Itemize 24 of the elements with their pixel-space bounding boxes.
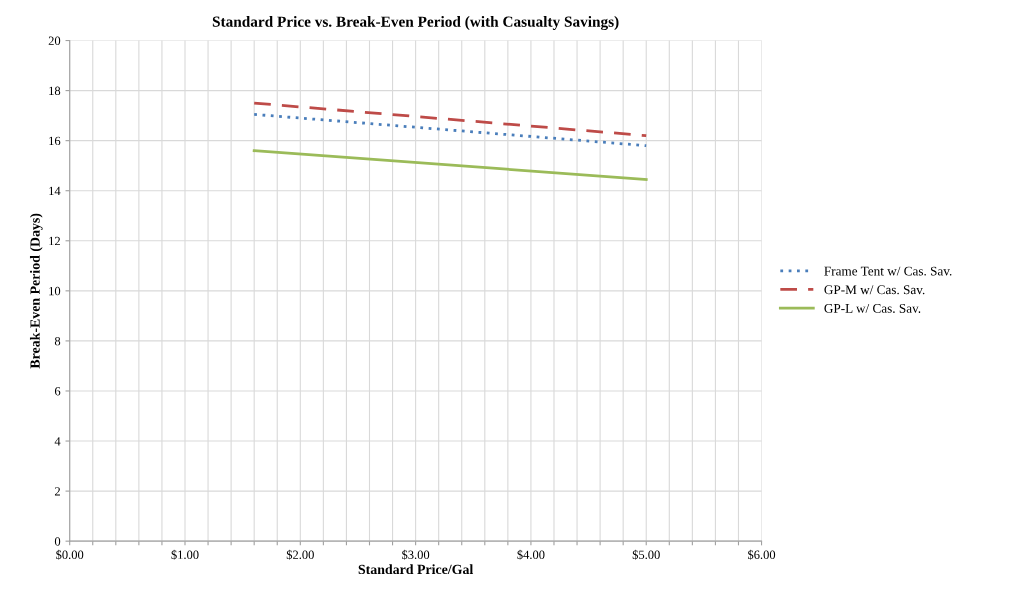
x-axis-title: Standard Price/Gal bbox=[358, 564, 474, 575]
y-tick-label: 18 bbox=[49, 86, 61, 96]
x-tick-label: $2.00 bbox=[286, 549, 314, 560]
y-tick-label: 8 bbox=[54, 336, 61, 346]
y-axis-title: Break-Even Period (Days) bbox=[29, 213, 43, 369]
y-tick-label: 4 bbox=[54, 437, 61, 446]
legend-label: GP-M w/ Cas. Sav. bbox=[824, 285, 925, 295]
y-tick-label: 12 bbox=[49, 236, 60, 246]
chart-title: Standard Price vs. Break-Even Period (with Casualty Savings) bbox=[212, 16, 619, 31]
y-tick-label: 0 bbox=[54, 537, 61, 546]
x-tick-label: $5.00 bbox=[632, 549, 660, 560]
legend-label: Frame Tent w/ Cas. Sav. bbox=[824, 266, 952, 276]
x-tick-label: $1.00 bbox=[171, 549, 199, 560]
x-tick-label: $3.00 bbox=[402, 549, 430, 560]
y-tick-label: 14 bbox=[49, 186, 61, 196]
legend-label: GP-L w/ Cas. Sav. bbox=[824, 303, 921, 313]
y-tick-label: 2 bbox=[54, 487, 60, 496]
y-tick-label: 16 bbox=[49, 136, 61, 146]
y-tick-label: 6 bbox=[54, 387, 61, 396]
x-tick-label: $6.00 bbox=[748, 549, 776, 560]
y-tick-label: 10 bbox=[49, 286, 61, 296]
y-tick-label: 20 bbox=[48, 36, 61, 45]
x-tick-label: $0.00 bbox=[56, 549, 84, 560]
x-tick-label: $4.00 bbox=[517, 549, 545, 560]
